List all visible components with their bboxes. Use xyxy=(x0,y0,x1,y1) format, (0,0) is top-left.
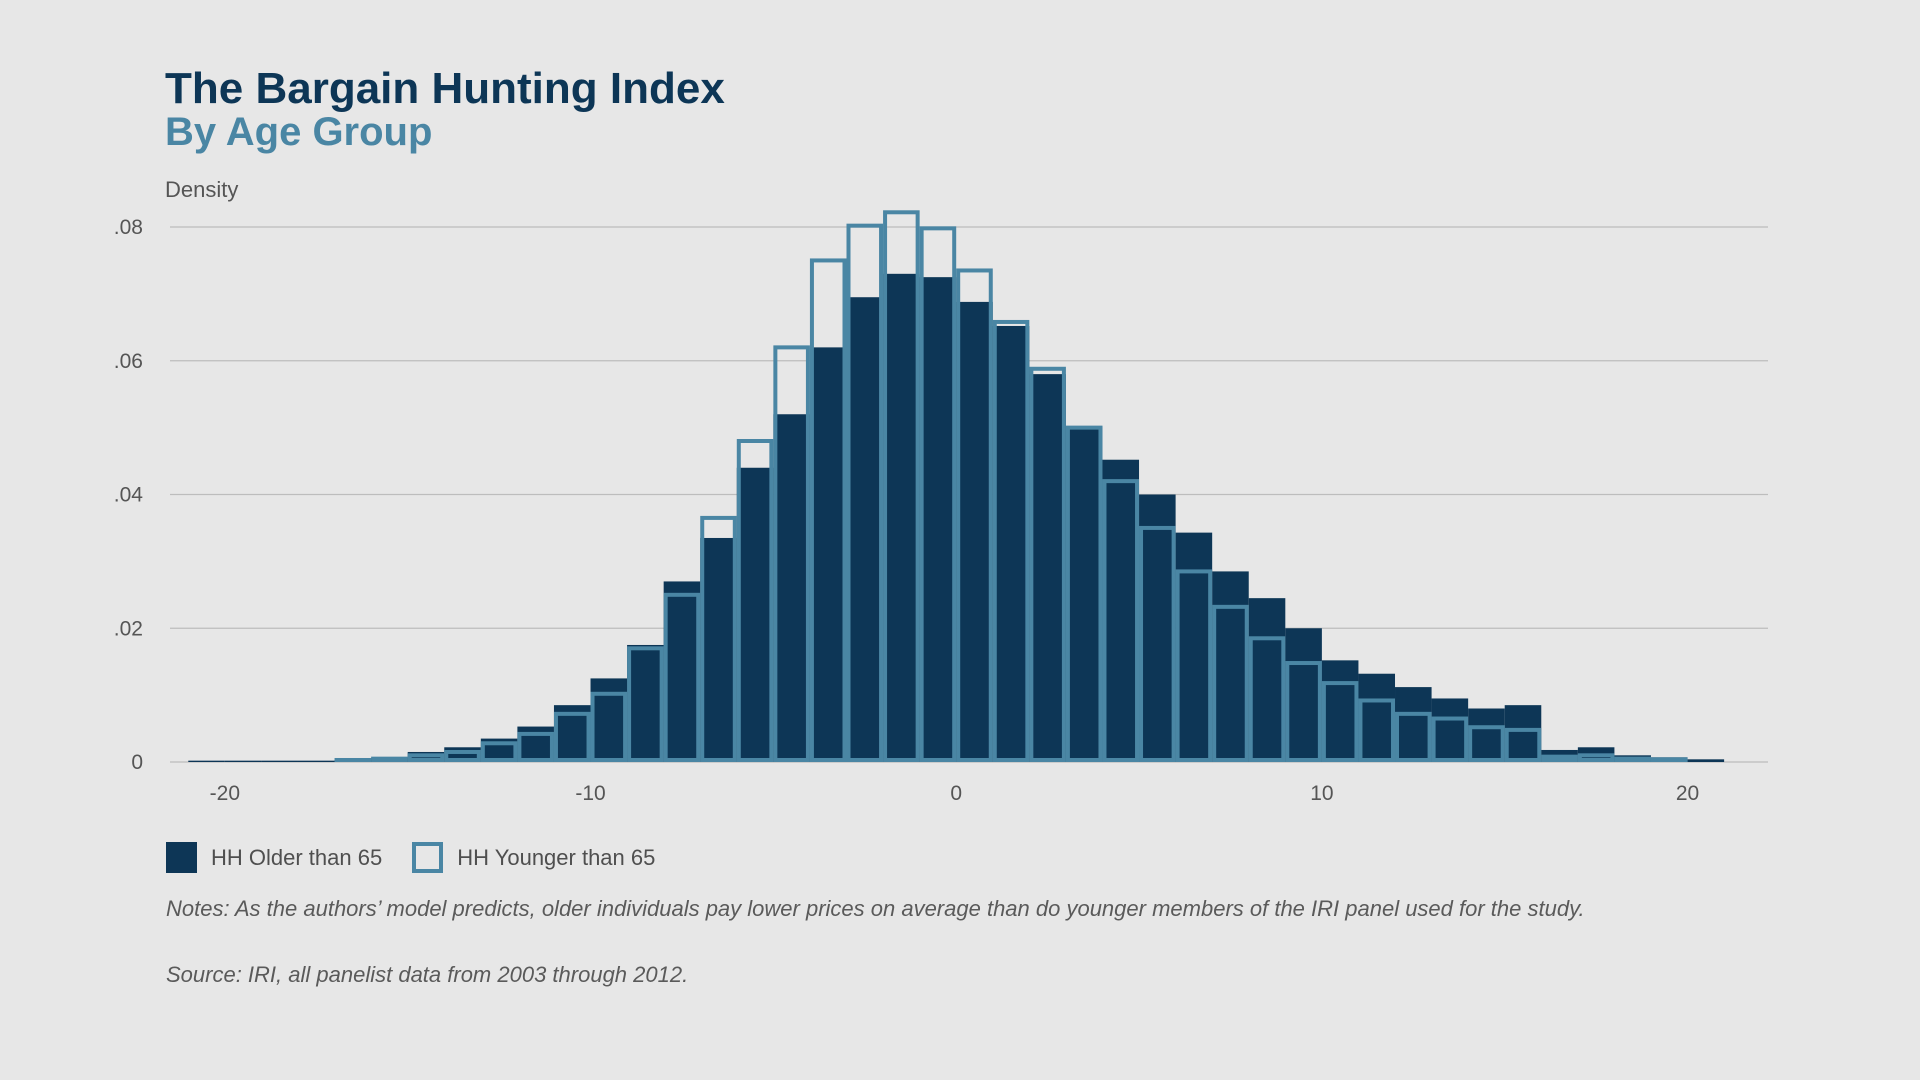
bar-younger xyxy=(1139,525,1176,762)
bar-older xyxy=(883,273,920,762)
bar-younger xyxy=(883,210,920,763)
x-tick-label: 10 xyxy=(1310,782,1333,805)
legend-item-younger: HH Younger than 65 xyxy=(412,842,655,873)
bar-older xyxy=(224,760,262,762)
bar-older xyxy=(188,760,225,762)
bar-older xyxy=(809,347,847,762)
bar-younger xyxy=(1614,756,1651,762)
bar-younger xyxy=(627,646,664,762)
y-tick-labels: 0 .02 .04 .06 .08 xyxy=(114,216,144,774)
bar-younger xyxy=(1248,636,1286,762)
bar-younger xyxy=(956,268,993,762)
chart-title: The Bargain Hunting Index xyxy=(165,64,725,113)
bar-younger xyxy=(590,691,628,762)
bar-younger xyxy=(1541,754,1578,763)
bar-older xyxy=(919,277,957,762)
bar-younger xyxy=(1065,425,1103,762)
bar-older xyxy=(1029,374,1066,762)
bar-older xyxy=(956,301,993,762)
y-tick-label: .04 xyxy=(114,484,144,507)
legend-label-younger: HH Younger than 65 xyxy=(457,844,656,870)
bar-younger xyxy=(1321,681,1359,763)
y-tick-label: .08 xyxy=(114,216,143,239)
bar-younger xyxy=(1175,569,1213,762)
bar-younger xyxy=(1102,479,1140,762)
bar-younger xyxy=(846,223,884,763)
bar-younger xyxy=(773,345,810,762)
bar-younger xyxy=(1468,725,1505,762)
bar-older xyxy=(1358,673,1396,762)
bar-older xyxy=(1321,660,1359,762)
series-younger-than-65 xyxy=(334,210,1688,763)
bar-younger xyxy=(1650,757,1688,763)
legend: HH Older than 65 HH Younger than 65 xyxy=(166,842,685,873)
bar-older xyxy=(1285,628,1322,762)
bar-younger xyxy=(1577,753,1615,762)
bar-older xyxy=(1504,705,1542,762)
bar-younger xyxy=(1395,711,1432,762)
bar-younger xyxy=(517,731,554,762)
chart-subtitle: By Age Group xyxy=(165,110,433,154)
bar-older xyxy=(1687,759,1725,762)
bar-younger xyxy=(992,319,1030,762)
bar-younger xyxy=(1358,698,1396,762)
bar-older xyxy=(1468,708,1505,762)
bar-older xyxy=(1102,459,1140,762)
bar-younger xyxy=(736,439,774,762)
x-tick-label: -20 xyxy=(210,782,240,805)
bar-older xyxy=(992,325,1030,762)
bar-younger xyxy=(809,258,847,762)
chart-notes: Notes: As the authors’ model predicts, o… xyxy=(166,896,1585,921)
bar-older xyxy=(1431,698,1469,762)
bar-younger xyxy=(407,753,445,762)
bar-older xyxy=(627,644,664,762)
bar-older xyxy=(1248,598,1286,762)
x-tick-label: -10 xyxy=(575,782,605,805)
bar-older xyxy=(736,467,774,762)
y-axis-label: Density xyxy=(165,177,238,202)
bar-older xyxy=(773,414,810,762)
bar-younger xyxy=(371,756,408,762)
legend-item-older: HH Older than 65 xyxy=(166,842,382,873)
chart-source: Source: IRI, all panelist data from 2003… xyxy=(166,962,689,987)
bar-older xyxy=(1395,687,1432,762)
bar-older xyxy=(663,581,701,762)
bar-younger xyxy=(1212,604,1249,762)
y-tick-label: .02 xyxy=(114,617,143,640)
y-tick-label: .06 xyxy=(114,350,143,373)
x-tick-label: 20 xyxy=(1676,782,1699,805)
bar-younger xyxy=(1029,366,1066,762)
bar-younger xyxy=(700,515,737,762)
bar-older xyxy=(1139,494,1176,762)
y-tick-label: 0 xyxy=(131,751,143,774)
legend-swatch-outline xyxy=(412,842,444,873)
bar-younger xyxy=(663,592,701,762)
bar-older xyxy=(517,726,554,762)
bar-older xyxy=(590,678,628,762)
bar-older xyxy=(700,537,737,762)
bar-older xyxy=(261,760,298,762)
bar-older xyxy=(1065,426,1103,762)
bar-younger xyxy=(480,741,518,763)
x-tick-labels: -20 -10 0 10 20 xyxy=(210,782,1700,805)
legend-swatch-filled xyxy=(166,842,197,873)
bar-younger xyxy=(1431,716,1469,762)
bar-younger xyxy=(553,711,591,762)
bar-older xyxy=(846,297,884,762)
legend-label-older: HH Older than 65 xyxy=(211,844,383,870)
bar-older xyxy=(1212,571,1249,762)
bar-younger xyxy=(444,749,481,762)
bar-younger xyxy=(1504,727,1542,763)
bar-younger xyxy=(919,226,957,762)
bar-older xyxy=(1175,532,1213,762)
bar-younger xyxy=(1285,661,1322,763)
bar-older xyxy=(297,760,335,762)
x-tick-label: 0 xyxy=(950,782,962,805)
